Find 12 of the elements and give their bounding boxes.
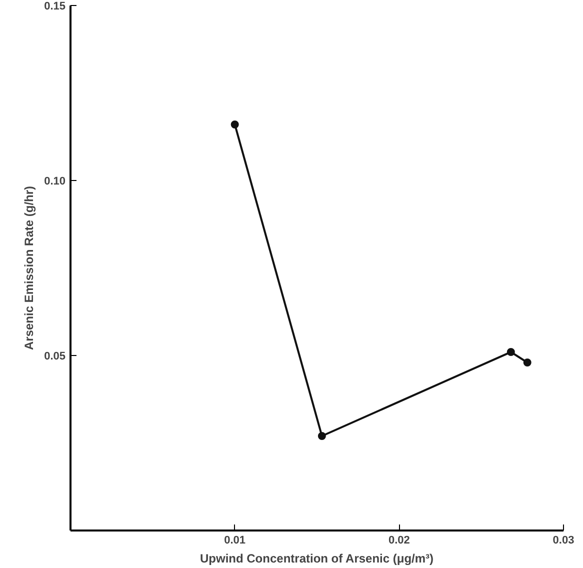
point (523, 358, 532, 366)
x-tick-label: 0.03 (552, 534, 574, 546)
x-tick-label: 0.01 (224, 534, 246, 546)
y-tick-label: 0.10 (44, 176, 66, 188)
x-tick-label: 0.02 (388, 534, 410, 546)
y-tick-label: 0.05 (44, 350, 66, 362)
x-axis-title: Upwind Concentration of Arsenic (μg/m³) (200, 552, 434, 566)
point (318, 432, 326, 440)
point (230, 120, 239, 128)
point (506, 348, 515, 356)
y-axis-title: Arsenic Emission Rate (g/hr) (22, 186, 36, 350)
y-tick-label: 0.15 (44, 0, 66, 12)
